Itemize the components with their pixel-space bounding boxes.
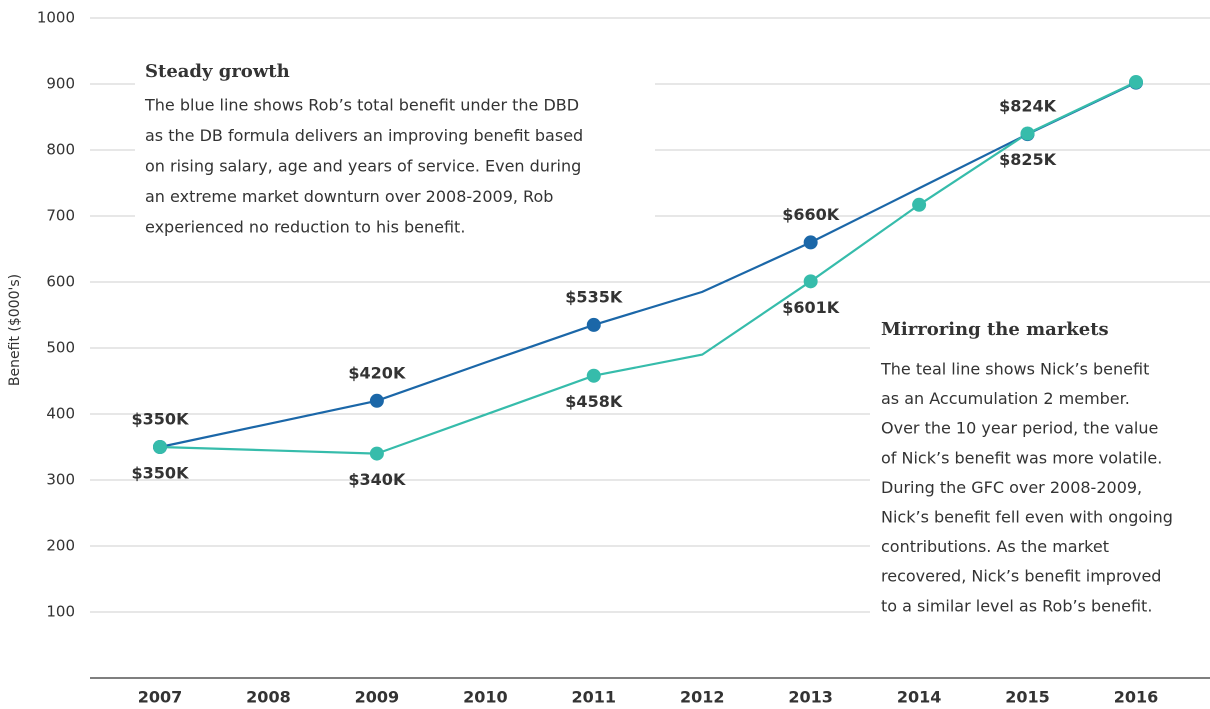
- value-label: $350K: [132, 464, 190, 483]
- value-label: $825K: [999, 150, 1057, 169]
- series-line: [159, 81, 1137, 455]
- x-tick-label: 2008: [246, 688, 291, 707]
- series-line: [159, 81, 1137, 449]
- x-tick-label: 2015: [1005, 688, 1050, 707]
- value-label: $601K: [782, 298, 840, 317]
- x-tick-label: 2016: [1114, 688, 1159, 707]
- point: [369, 446, 384, 461]
- annotation-text: contributions. As the market: [881, 537, 1109, 556]
- point: [912, 197, 927, 212]
- y-tick-label: 100: [46, 603, 75, 621]
- point: [803, 235, 818, 250]
- value-label: $420K: [348, 363, 406, 382]
- annotation-text: During the GFC over 2008-2009,: [881, 478, 1142, 497]
- annotation-text: The blue line shows Rob’s total benefit …: [144, 96, 579, 115]
- y-tick-label: 800: [46, 141, 75, 159]
- annotation-box: [870, 312, 1210, 628]
- value-label: $535K: [565, 287, 623, 306]
- annotation-text: recovered, Nick’s benefit improved: [881, 567, 1161, 586]
- x-tick-label: 2007: [138, 688, 183, 707]
- annotation-text: on rising salary, age and years of servi…: [145, 157, 581, 176]
- y-tick-label: 400: [46, 405, 75, 423]
- annotation-text: Nick’s benefit fell even with ongoing: [881, 508, 1173, 527]
- point: [1020, 126, 1035, 141]
- value-label: $458K: [565, 392, 623, 411]
- y-tick-label: 700: [46, 207, 75, 225]
- y-tick-label: 600: [46, 273, 75, 291]
- annotation-text: an extreme market downturn over 2008-200…: [145, 187, 553, 206]
- value-label: $340K: [348, 470, 406, 489]
- value-label: $350K: [132, 410, 190, 429]
- annotation-box: [135, 55, 655, 245]
- x-tick-label: 2011: [572, 688, 617, 707]
- value-label: $824K: [999, 97, 1057, 116]
- x-tick-label: 2009: [355, 688, 400, 707]
- annotation-title: Mirroring the markets: [881, 319, 1109, 340]
- y-tick-label: 900: [46, 75, 75, 93]
- y-tick-label: 500: [46, 339, 75, 357]
- point: [803, 274, 818, 289]
- annotation-text: of Nick’s benefit was more volatile.: [881, 448, 1162, 467]
- x-tick-label: 2013: [788, 688, 833, 707]
- annotation-text: The teal line shows Nick’s benefit: [880, 360, 1149, 379]
- annotation-title: Steady growth: [145, 61, 290, 82]
- x-tick-label: 2014: [897, 688, 942, 707]
- y-tick-label: 300: [46, 471, 75, 489]
- x-tick-label: 2012: [680, 688, 725, 707]
- annotation-text: Over the 10 year period, the value: [881, 419, 1158, 438]
- y-tick-label: 200: [46, 537, 75, 555]
- annotation-text: as an Accumulation 2 member.: [881, 389, 1130, 408]
- point: [586, 317, 601, 332]
- point: [1129, 75, 1143, 90]
- point: [586, 368, 601, 383]
- y-axis-title: Benefit ($000's): [7, 274, 23, 386]
- point: [369, 393, 384, 408]
- y-tick-label: 1000: [37, 9, 75, 27]
- value-label: $660K: [782, 205, 840, 224]
- annotation-text: experienced no reduction to his benefit.: [145, 218, 465, 237]
- x-tick-label: 2010: [463, 688, 508, 707]
- point: [153, 440, 167, 454]
- annotation-text: to a similar level as Rob’s benefit.: [881, 596, 1152, 615]
- annotation-text: as the DB formula delivers an improving …: [145, 126, 583, 145]
